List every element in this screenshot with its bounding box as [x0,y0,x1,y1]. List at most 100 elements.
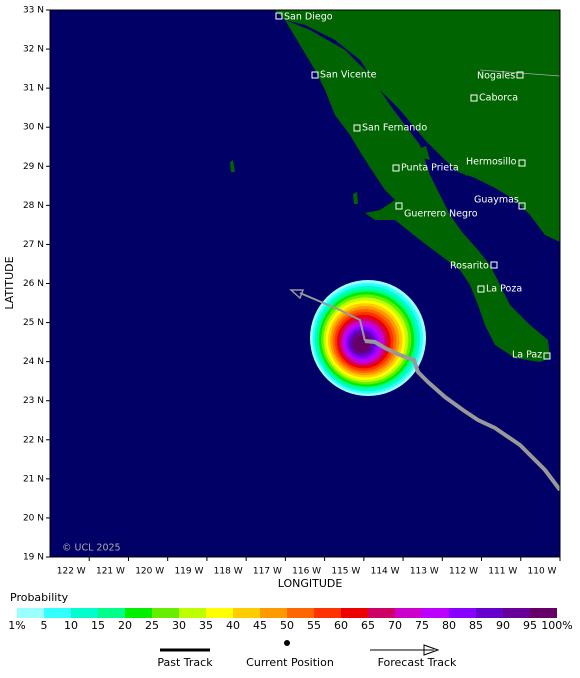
colorbar-swatch [341,608,368,618]
lon-tick-label: 113 W [410,567,439,577]
lon-tick-label: 122 W [57,567,86,577]
city-marker [311,71,319,79]
colorbar-label: 80 [442,619,456,632]
colorbar-label: 20 [118,619,132,632]
x-axis-label: LONGITUDE [278,577,343,590]
lon-tick-label: 114 W [371,567,400,577]
forecast-track [299,292,366,342]
colorbar-label: 30 [172,619,186,632]
lat-tick-label: 31 N [23,84,44,94]
colorbar-swatch [233,608,260,618]
city-marker [518,202,526,210]
colorbar-label: 75 [415,619,429,632]
colorbar-swatch [395,608,422,618]
colorbar-label: 90 [496,619,510,632]
colorbar-label: 65 [361,619,375,632]
colorbar-label: 50 [280,619,294,632]
colorbar-label: 25 [145,619,159,632]
colorbar-label: 5 [41,619,48,632]
cities: San Diego San Vicente Nogales Caborca Sa… [275,12,551,361]
city-label: Rosarito [450,261,489,272]
colorbar-label: 40 [226,619,240,632]
lat-tick-label: 32 N [23,45,44,55]
city-label: San Fernando [362,123,427,134]
lon-tick-label: 117 W [253,567,282,577]
colorbar-swatch [206,608,233,618]
island [230,160,235,172]
city-marker [275,12,283,20]
colorbar-swatch [71,608,98,618]
colorbar-label: 55 [307,619,321,632]
island [353,192,358,204]
lat-tick-label: 26 N [23,279,44,289]
colorbar-swatch [260,608,287,618]
colorbar-swatch [287,608,314,618]
lon-tick-label: 115 W [331,567,360,577]
colorbar-label: 85 [469,619,483,632]
colorbar: 1% 5 10 15 20 25 30 35 40 45 50 55 60 65 70 75 80 85 90 95 1… [8,608,573,632]
colorbar-swatch [125,608,152,618]
colorbar-swatch [44,608,71,618]
lat-tick-label: 27 N [23,240,44,250]
city-marker [490,261,498,269]
city-label: Caborca [479,93,518,104]
city-label: La Poza [486,284,522,295]
island [462,160,474,176]
lon-tick-label: 112 W [449,567,478,577]
colorbar-label: 35 [199,619,213,632]
colorbar-label: 60 [334,619,348,632]
colorbar-swatch [314,608,341,618]
lon-tick-label: 119 W [174,567,203,577]
city-marker [392,164,400,172]
city-marker [353,124,361,132]
legend-item: Past Track [157,656,213,669]
lat-tick-label: 24 N [23,357,44,367]
colorbar-label: 70 [388,619,402,632]
lon-tick-label: 118 W [214,567,243,577]
city-marker [477,285,485,293]
current-position-key [284,640,290,646]
colorbar-label: 10 [64,619,78,632]
colorbar-swatch [449,608,476,618]
axis-ticks: 33 N 32 N 31 N 30 N 29 N 28 N 27 N 26 N 25 N 24 N… [23,6,561,577]
lon-tick-label: 110 W [528,567,557,577]
city-marker [543,352,551,360]
legend-item: Forecast Track [378,656,457,669]
city-marker [518,159,526,167]
map-area [230,10,560,492]
lat-tick-label: 29 N [23,162,44,172]
legend-item: Current Position [246,656,334,669]
y-axis-label: LATITUDE [3,256,16,309]
legend-title: Probability [10,591,69,604]
lon-tick-label: 116 W [292,567,321,577]
mainland [275,10,560,242]
forecast-arrow [289,289,305,300]
city-label: Nogales [477,71,515,82]
colorbar-swatch [98,608,125,618]
lat-tick-label: 22 N [23,435,44,445]
colorbar-swatch [503,608,530,618]
city-marker [470,94,478,102]
lon-tick-label: 121 W [96,567,125,577]
border [479,69,560,77]
lat-tick-label: 19 N [23,553,44,563]
colorbar-swatch [368,608,395,618]
probability-ring [352,335,370,353]
colorbar-swatch [17,608,44,618]
city-label: La Paz [512,350,542,361]
lat-tick-label: 21 N [23,474,44,484]
forecast-arrow-key [423,644,440,656]
city-label: San Diego [284,12,333,23]
colorbar-swatch [152,608,179,618]
city-label: Punta Prieta [401,163,459,174]
colorbar-label: 45 [253,619,267,632]
colorbar-swatch [476,608,503,618]
colorbar-swatch [530,608,557,618]
city-marker [395,202,403,210]
colorbar-label: 15 [91,619,105,632]
lat-tick-label: 20 N [23,513,44,523]
lon-tick-label: 120 W [135,567,164,577]
colorbar-label: 1% [8,619,25,632]
city-label: San Vicente [320,70,377,81]
